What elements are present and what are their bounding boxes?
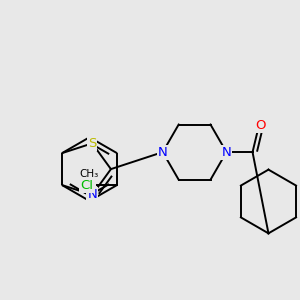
Text: CH₃: CH₃ xyxy=(80,169,99,179)
Text: N: N xyxy=(222,146,231,159)
Text: S: S xyxy=(88,137,96,150)
Text: Cl: Cl xyxy=(80,178,93,191)
Text: N: N xyxy=(87,188,97,201)
Text: N: N xyxy=(158,146,168,159)
Text: O: O xyxy=(255,118,266,132)
